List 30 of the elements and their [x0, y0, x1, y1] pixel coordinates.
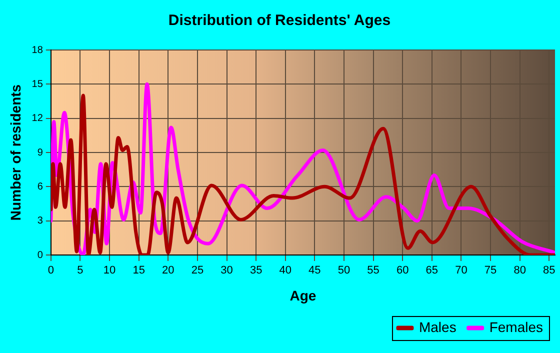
y-tick-label: 6 — [37, 181, 44, 192]
x-tick-label: 60 — [396, 264, 409, 277]
x-tick-label: 70 — [455, 264, 468, 277]
x-tick-label: 35 — [250, 264, 262, 277]
legend-label: Males — [418, 318, 456, 335]
legend-label: Females — [489, 318, 544, 335]
x-tick-label: 85 — [543, 264, 556, 277]
x-tick-label: 15 — [132, 264, 145, 277]
y-axis-title: Number of residents — [7, 84, 24, 221]
x-tick-label: 65 — [426, 264, 438, 277]
x-tick-label: 75 — [484, 264, 497, 277]
y-tick-label: 18 — [32, 44, 44, 56]
x-tick-label: 25 — [191, 264, 204, 277]
x-axis-title: Age — [290, 287, 316, 304]
x-tick-label: 5 — [77, 264, 84, 277]
x-tick-label: 45 — [308, 264, 321, 277]
x-tick-label: 20 — [162, 264, 174, 277]
y-tick-label: 3 — [37, 216, 44, 227]
chart-title: Distribution of Residents' Ages — [168, 12, 391, 30]
x-tick-label: 50 — [338, 264, 350, 277]
x-tick-label: 30 — [220, 264, 233, 277]
y-tick-label: 0 — [37, 250, 44, 261]
x-tick-label: 0 — [48, 264, 54, 277]
x-tick-label: 40 — [279, 264, 292, 277]
y-tick-label: 9 — [37, 147, 44, 158]
x-tick-label: 55 — [367, 264, 380, 277]
x-tick-label: 80 — [514, 264, 526, 277]
y-tick-label: 12 — [32, 113, 44, 124]
x-tick-label: 10 — [103, 264, 116, 277]
y-tick-label: 15 — [32, 78, 44, 90]
